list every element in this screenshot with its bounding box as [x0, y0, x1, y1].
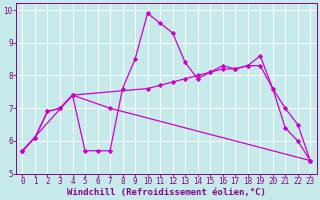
X-axis label: Windchill (Refroidissement éolien,°C): Windchill (Refroidissement éolien,°C)	[67, 188, 266, 197]
